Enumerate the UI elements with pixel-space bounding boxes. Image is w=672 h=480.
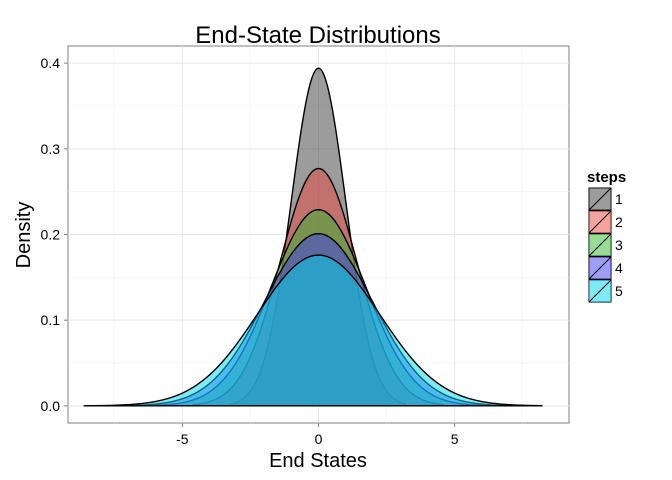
density-area-steps-5 (83, 254, 543, 407)
y-axis-label: Density (13, 202, 35, 269)
chart-title: End-State Distributions (195, 22, 440, 49)
legend-item-steps-4: 4 (588, 256, 623, 280)
legend-item-steps-3: 3 (588, 233, 623, 257)
legend-label: 3 (615, 237, 623, 253)
legend-label: 5 (615, 283, 623, 299)
y-axis-ticks: 0.0 0.1 0.2 0.3 0.4 (41, 55, 68, 414)
y-tick-label: 0.3 (41, 141, 61, 157)
legend-item-steps-1: 1 (588, 187, 623, 211)
legend-key-slash (588, 233, 612, 257)
y-tick-label: 0.1 (41, 312, 61, 328)
legend-key-slash (588, 210, 612, 234)
legend-item-steps-5: 5 (588, 279, 623, 303)
legend-key-slash (588, 187, 612, 211)
y-tick-label: 0.0 (41, 398, 61, 414)
legend-item-steps-2: 2 (588, 210, 623, 234)
x-axis-label: End States (269, 450, 367, 472)
legend-title: steps (587, 169, 626, 186)
x-tick-label: -5 (176, 431, 189, 447)
legend-label: 1 (615, 191, 623, 207)
x-tick-label: 0 (315, 431, 323, 447)
legend-label: 4 (615, 260, 623, 276)
density-areas (83, 67, 543, 407)
legend-label: 2 (615, 214, 623, 230)
legend-key-slash (588, 279, 612, 303)
y-tick-label: 0.2 (41, 227, 61, 243)
x-axis-ticks: -5 0 5 (176, 423, 459, 447)
y-tick-label: 0.4 (41, 55, 61, 71)
x-tick-label: 5 (451, 431, 459, 447)
legend: steps 1 2 3 4 5 (587, 169, 626, 303)
legend-key-slash (588, 256, 612, 280)
